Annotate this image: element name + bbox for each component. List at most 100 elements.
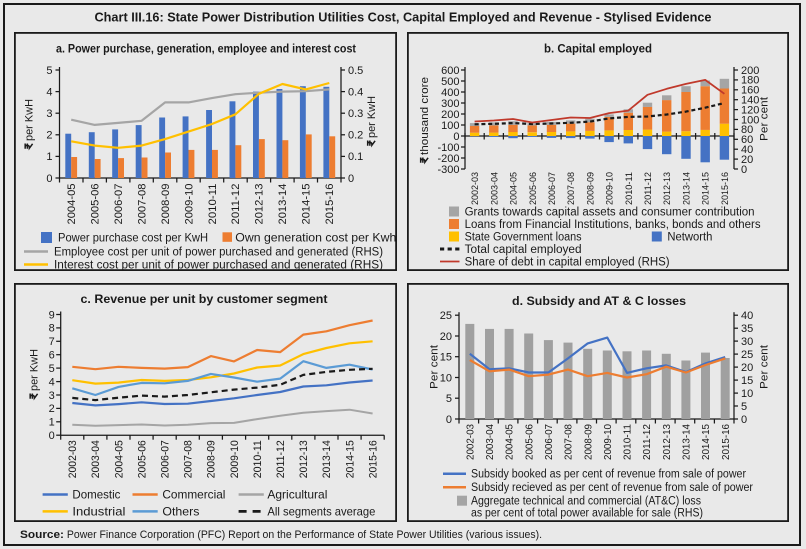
svg-text:as per cent of total power ava: as per cent of total power available for… <box>471 507 703 519</box>
svg-text:0.3: 0.3 <box>348 108 363 120</box>
svg-text:2003-04: 2003-04 <box>90 440 102 478</box>
svg-text:2014-15: 2014-15 <box>344 440 356 478</box>
svg-text:180: 180 <box>741 75 759 87</box>
svg-text:25: 25 <box>741 349 753 361</box>
svg-text:2009-10: 2009-10 <box>605 172 616 205</box>
svg-text:10: 10 <box>440 372 452 384</box>
svg-text:0.4: 0.4 <box>348 86 363 98</box>
svg-text:100: 100 <box>441 120 459 132</box>
svg-text:600: 600 <box>441 65 459 77</box>
svg-text:2004-05: 2004-05 <box>505 424 516 460</box>
svg-text:2002-03: 2002-03 <box>465 424 476 460</box>
svg-text:Total capital employed: Total capital employed <box>465 244 582 256</box>
svg-text:2015-16: 2015-16 <box>324 184 336 225</box>
svg-text:2012-13: 2012-13 <box>298 440 310 478</box>
svg-text:25: 25 <box>440 310 452 322</box>
svg-text:Chart III.16: State Power Dist: Chart III.16: State Power Distribution U… <box>95 11 712 25</box>
svg-text:c. Revenue per unit by custome: c. Revenue per unit by customer segment <box>81 292 328 306</box>
svg-text:80: 80 <box>741 124 753 136</box>
svg-text:2003-04: 2003-04 <box>485 424 496 460</box>
svg-text:4: 4 <box>49 376 55 388</box>
svg-text:0.1: 0.1 <box>348 151 363 163</box>
svg-text:400: 400 <box>441 87 459 99</box>
svg-text:State Government loans: State Government loans <box>465 232 582 244</box>
svg-text:0: 0 <box>446 414 452 426</box>
svg-text:5: 5 <box>46 65 52 77</box>
svg-text:200: 200 <box>441 109 459 121</box>
svg-text:0: 0 <box>348 173 354 185</box>
svg-text:Power purchase cost per KwH: Power purchase cost per KwH <box>58 231 208 245</box>
svg-text:Agricultural: Agricultural <box>267 488 327 502</box>
svg-text:2014-15: 2014-15 <box>301 184 313 225</box>
svg-text:Share of debt in capital emplo: Share of debt in capital employed (RHS) <box>465 257 670 269</box>
svg-text:3: 3 <box>49 390 55 402</box>
svg-text:2013-14: 2013-14 <box>277 184 289 225</box>
svg-text:8: 8 <box>49 323 55 335</box>
svg-text:b. Capital employed: b. Capital employed <box>544 42 652 56</box>
svg-text:2007-08: 2007-08 <box>566 172 577 205</box>
svg-text:2004-05: 2004-05 <box>509 172 520 205</box>
svg-text:2014-15: 2014-15 <box>701 424 712 460</box>
svg-text:2008-09: 2008-09 <box>206 440 218 478</box>
svg-text:Aggregate technical and commer: Aggregate technical and commercial (AT&C… <box>471 496 701 508</box>
svg-text:2006-07: 2006-07 <box>160 440 172 478</box>
svg-text:Networth: Networth <box>667 232 712 244</box>
svg-text:2008-09: 2008-09 <box>585 172 596 205</box>
svg-text:0: 0 <box>741 414 747 426</box>
svg-text:2008-09: 2008-09 <box>583 424 594 460</box>
svg-text:5: 5 <box>446 393 452 405</box>
svg-text:120: 120 <box>741 104 759 116</box>
svg-text:1: 1 <box>49 417 55 429</box>
svg-text:-200: -200 <box>437 153 459 165</box>
svg-text:0: 0 <box>453 131 459 143</box>
svg-text:All segments average: All segments average <box>267 504 375 518</box>
svg-text:200: 200 <box>741 65 759 77</box>
svg-text:2007-08: 2007-08 <box>136 184 148 225</box>
svg-text:per KwH: per KwH <box>366 96 378 138</box>
svg-text:2009-10: 2009-10 <box>183 184 195 225</box>
svg-text:20: 20 <box>741 362 753 374</box>
svg-text:2013-14: 2013-14 <box>682 171 693 205</box>
svg-text:2005-06: 2005-06 <box>136 440 148 478</box>
svg-text:15: 15 <box>440 352 452 364</box>
svg-text:2010-11: 2010-11 <box>623 424 634 460</box>
svg-text:0: 0 <box>741 164 747 176</box>
svg-text:0: 0 <box>46 173 52 185</box>
svg-text:Subsidy booked as per cent of: Subsidy booked as per cent of revenue fr… <box>471 469 746 481</box>
svg-text:9: 9 <box>49 309 55 321</box>
svg-text:Per cent: Per cent <box>759 97 771 141</box>
svg-text:3: 3 <box>46 108 52 120</box>
svg-text:2: 2 <box>49 403 55 415</box>
svg-text:2: 2 <box>46 130 52 142</box>
svg-text:2002-03: 2002-03 <box>67 440 79 478</box>
svg-text:Per cent: Per cent <box>759 345 771 389</box>
svg-text:100: 100 <box>741 114 759 126</box>
svg-text:2008-09: 2008-09 <box>160 184 172 225</box>
svg-text:2012-13: 2012-13 <box>662 424 673 460</box>
svg-text:300: 300 <box>441 98 459 110</box>
svg-text:2003-04: 2003-04 <box>489 171 500 205</box>
svg-text:2002-03: 2002-03 <box>470 172 481 205</box>
svg-text:6: 6 <box>49 350 55 362</box>
svg-text:2006-07: 2006-07 <box>113 184 125 225</box>
svg-text:Interest cost per unit of powe: Interest cost per unit of power purchase… <box>54 260 383 272</box>
svg-text:a. Power purchase, generation,: a. Power purchase, generation, employee … <box>56 42 356 56</box>
svg-text:2011-12: 2011-12 <box>230 184 242 225</box>
svg-text:0.5: 0.5 <box>348 65 363 77</box>
svg-text:2004-05: 2004-05 <box>113 440 125 478</box>
svg-text:5: 5 <box>49 363 55 375</box>
svg-text:2011-12: 2011-12 <box>643 172 654 205</box>
svg-text:2010-11: 2010-11 <box>207 183 219 224</box>
svg-text:30: 30 <box>741 336 753 348</box>
svg-text:5: 5 <box>741 401 747 413</box>
svg-text:2007-08: 2007-08 <box>183 440 195 478</box>
svg-text:2010-11: 2010-11 <box>252 440 264 478</box>
svg-text:40: 40 <box>741 144 753 156</box>
svg-text:2006-07: 2006-07 <box>544 424 555 460</box>
svg-text:2009-10: 2009-10 <box>229 440 241 478</box>
svg-text:Own generation cost per Kwh: Own generation cost per Kwh <box>235 231 396 245</box>
svg-text:35: 35 <box>741 323 753 335</box>
svg-text:1: 1 <box>46 151 52 163</box>
svg-text:2006-07: 2006-07 <box>547 172 558 205</box>
svg-text:40: 40 <box>741 310 753 322</box>
